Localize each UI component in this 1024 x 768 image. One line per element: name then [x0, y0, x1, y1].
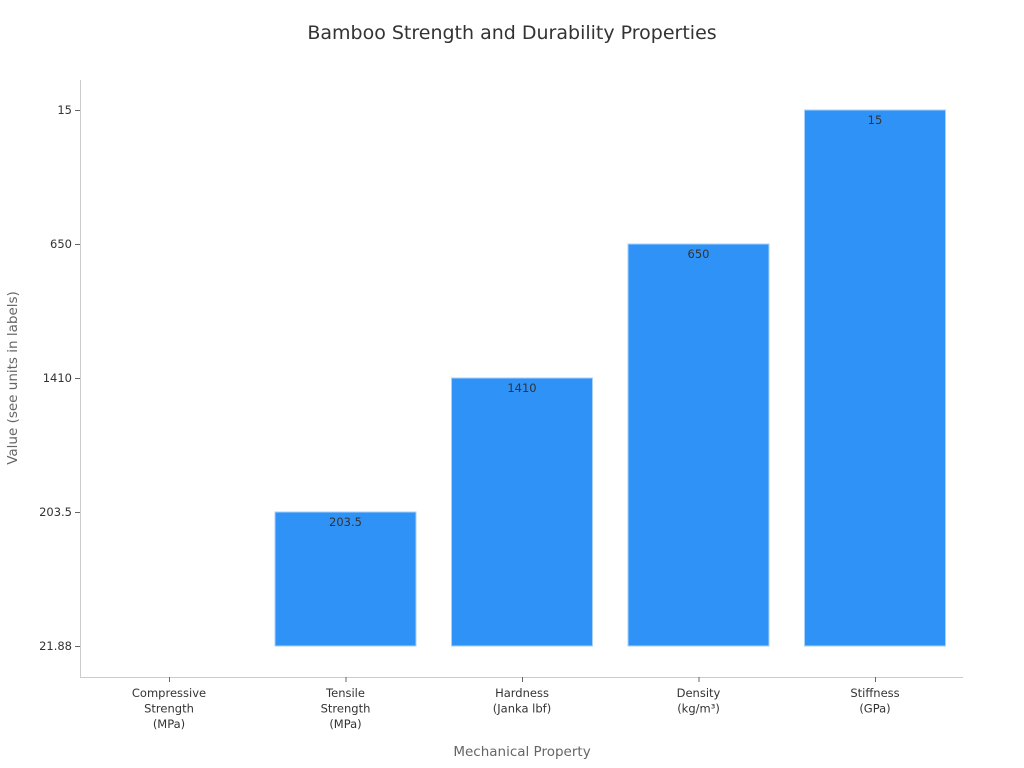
x-tick-label: Tensile Strength (MPa)	[321, 686, 371, 731]
y-tick-label: 15	[57, 103, 72, 117]
y-axis-label: Value (see units in labels)	[5, 291, 21, 465]
x-tick-label: Hardness (Janka lbf)	[493, 686, 551, 716]
x-tick-label: Compressive Strength (MPa)	[132, 686, 206, 731]
data-label: 15	[868, 113, 883, 127]
y-tick-label: 650	[50, 237, 72, 251]
data-label: 1410	[507, 381, 536, 395]
x-tick-label: Density (kg/m³)	[677, 686, 721, 716]
data-label: 650	[688, 247, 710, 261]
y-tick-label: 21.88	[39, 639, 72, 653]
chart-title: Bamboo Strength and Durability Propertie…	[307, 22, 716, 44]
y-tick-label: 1410	[43, 371, 72, 385]
bar	[804, 109, 946, 647]
bar	[627, 243, 770, 647]
bar	[274, 511, 417, 647]
bar	[451, 377, 593, 647]
x-axis-label: Mechanical Property	[453, 744, 590, 760]
data-label: 203.5	[329, 515, 362, 529]
x-tick-label: Stiffness (GPa)	[850, 686, 899, 716]
y-tick-label: 203.5	[39, 505, 72, 519]
